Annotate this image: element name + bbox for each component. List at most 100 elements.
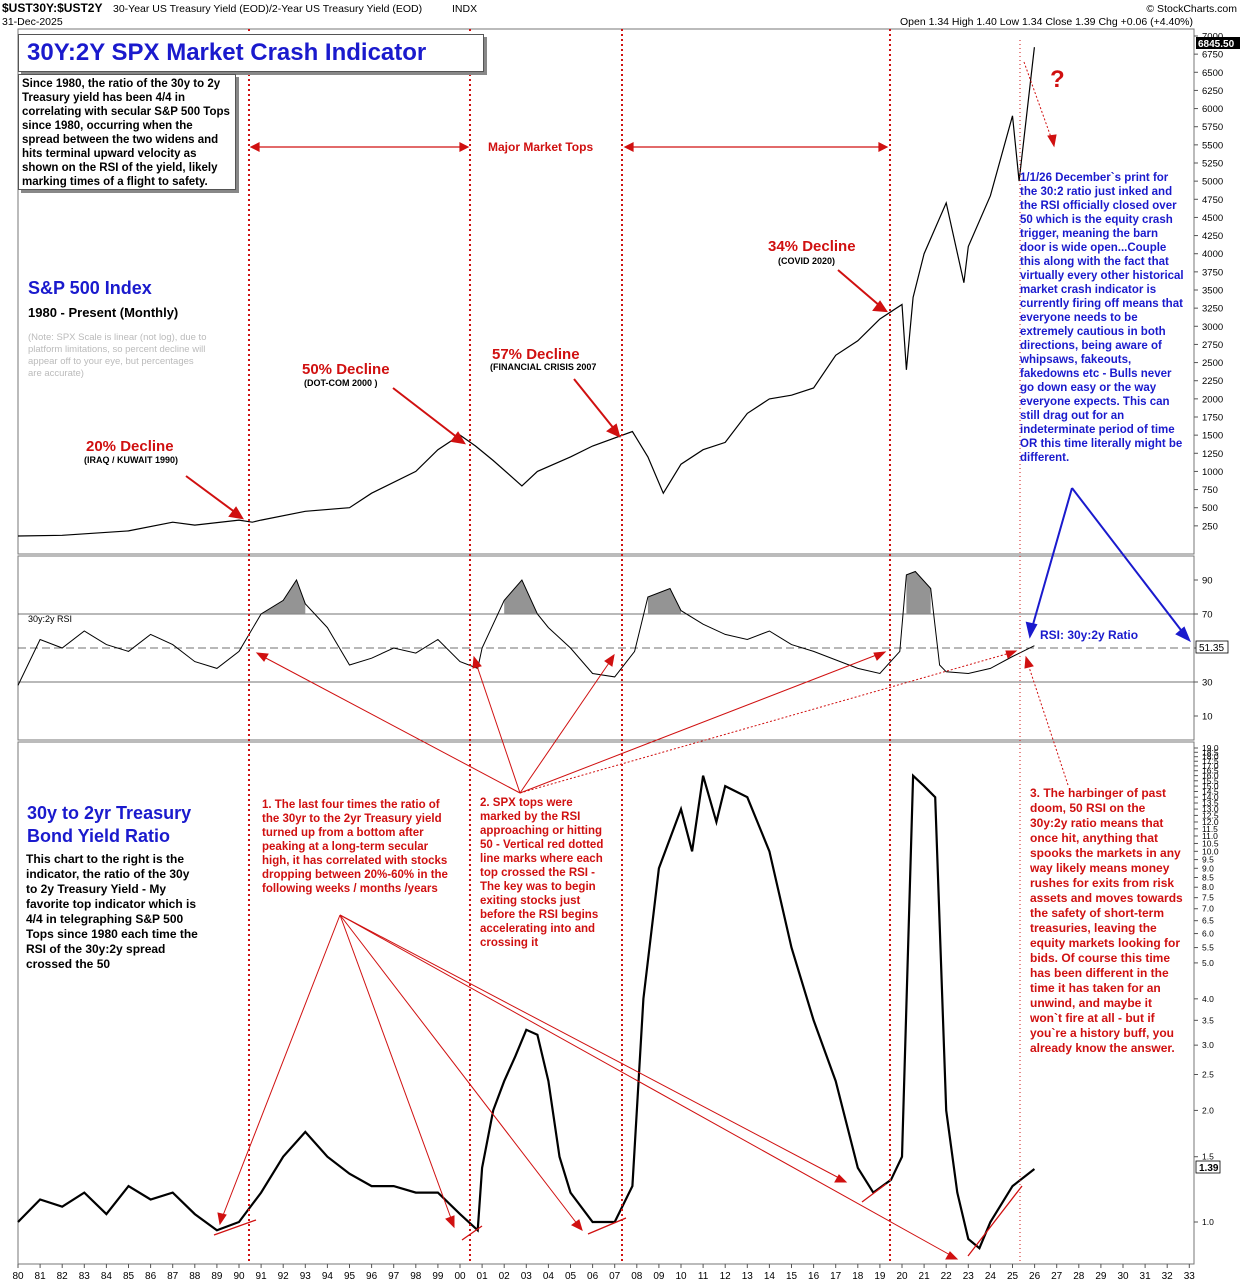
x-tick-label: 07 — [609, 1271, 621, 1282]
ratio-tick-label: 6.5 — [1202, 916, 1214, 926]
ratio-desc: This chart to the right is the indicator… — [26, 852, 198, 971]
ratio-tick-label: 15.0 — [1202, 781, 1219, 791]
decline-1990-sub: (IRAQ / KUWAIT 1990) — [84, 455, 179, 465]
decline-arrows — [185, 269, 888, 520]
spx-tick-label: 6750 — [1202, 50, 1223, 61]
spx-tick-label: 500 — [1202, 503, 1218, 514]
ratio-tick-label: 4.0 — [1202, 994, 1214, 1004]
decline-2000-sub: (DOT-COM 2000 ) — [304, 378, 378, 388]
x-tick-label: 27 — [1051, 1271, 1063, 1282]
ratio-tick-label: 11.0 — [1202, 831, 1218, 841]
header-exchange: INDX — [452, 3, 477, 15]
ratio-title-2: Bond Yield Ratio — [27, 826, 171, 846]
ratio-y-axis: 1.01.52.02.53.03.54.05.05.56.06.57.07.58… — [1194, 743, 1219, 1227]
rsi-callout-arrows — [1025, 487, 1191, 643]
x-tick-label: 11 — [698, 1271, 709, 1282]
header-ohlc: Open 1.34 High 1.40 Low 1.34 Close 1.39 … — [900, 16, 1193, 28]
spx-y-axis: 250 500 750 1000 1250 1500 1750 2000 2250 2500 275… — [1194, 32, 1223, 532]
spx-tick-label: 4500 — [1202, 213, 1223, 224]
x-tick-label: 14 — [764, 1271, 776, 1282]
x-tick-label: 31 — [1140, 1271, 1152, 1282]
x-tick-label: 96 — [366, 1271, 378, 1282]
x-tick-label: 99 — [432, 1271, 444, 1282]
decline-2000-label: 50% Decline — [302, 361, 390, 378]
x-tick-label: 09 — [653, 1271, 665, 1282]
x-tick-label: 97 — [388, 1271, 400, 1282]
ratio-tick-label: 13.0 — [1202, 804, 1219, 814]
rsi-tick-label: 90 — [1202, 576, 1213, 587]
rsi-tick-label: 10 — [1202, 712, 1213, 723]
spx-tick-label: 2250 — [1202, 376, 1223, 387]
x-tick-label: 33 — [1184, 1271, 1196, 1282]
decline-2007-sub: (FINANCIAL CRISIS 2007 — [490, 362, 597, 372]
rsi-overbought-area — [261, 580, 306, 614]
rsi-overbought-area — [504, 580, 538, 614]
x-tick-label: 98 — [410, 1271, 422, 1282]
x-tick-label: 84 — [101, 1271, 113, 1282]
ratio-tick-label: 2.0 — [1202, 1105, 1214, 1115]
x-tick-label: 29 — [1095, 1271, 1107, 1282]
x-tick-label: 18 — [852, 1271, 864, 1282]
ratio-tick-label: 2.5 — [1202, 1069, 1214, 1079]
x-tick-label: 02 — [499, 1271, 511, 1282]
note3: 3. The harbinger of past doom, 50 RSI on… — [1030, 786, 1183, 1055]
spx-series-line — [17, 47, 1035, 537]
header-symbol: $UST30Y:$UST2Y — [2, 1, 102, 15]
note1: 1. The last four times the ratio of the … — [262, 799, 448, 895]
x-tick-label: 24 — [985, 1271, 997, 1282]
question-arrow — [1023, 61, 1057, 148]
rsi-tick-label: 70 — [1202, 610, 1213, 621]
x-tick-label: 05 — [565, 1271, 577, 1282]
top-marker-lines — [248, 29, 891, 1264]
ratio-tick-label: 15.5 — [1202, 776, 1219, 786]
spx-period: 1980 - Present (Monthly) — [28, 305, 179, 320]
spx-tick-label: 4250 — [1202, 231, 1223, 242]
header-date: 31-Dec-2025 — [2, 16, 63, 28]
ratio-tick-label: 17.0 — [1202, 761, 1219, 771]
x-tick-label: 83 — [79, 1271, 91, 1282]
ratio-tick-label: 14.0 — [1202, 792, 1219, 802]
spx-tick-label: 5500 — [1202, 140, 1223, 151]
note3-arrow — [1024, 655, 1069, 786]
x-tick-label: 88 — [189, 1271, 201, 1282]
question-mark: ? — [1050, 66, 1065, 93]
spx-tick-label: 5250 — [1202, 159, 1223, 170]
x-tick-label: 28 — [1073, 1271, 1085, 1282]
spx-tick-label: 4000 — [1202, 249, 1223, 260]
ratio-tick-label: 7.5 — [1202, 893, 1214, 903]
rsi-series-line — [17, 570, 1035, 686]
decline-2020-sub: (COVID 2020) — [778, 256, 836, 266]
chart-title-box: 30Y:2Y SPX Market Crash Indicator — [18, 34, 484, 72]
spx-tick-label: 3000 — [1202, 322, 1223, 333]
bottom-trend-lines — [213, 1183, 1023, 1257]
x-tick-label: 19 — [874, 1271, 886, 1282]
ratio-tick-label: 12.5 — [1202, 810, 1219, 820]
decline-1990-label: 20% Decline — [86, 438, 174, 455]
note2-arrows — [255, 650, 1018, 794]
x-tick-label: 80 — [12, 1271, 24, 1282]
rsi-overbought-fills — [261, 571, 931, 614]
ratio-tick-label: 12.0 — [1202, 817, 1219, 827]
ratio-tick-label: 3.0 — [1202, 1040, 1214, 1050]
x-tick-label: 04 — [543, 1271, 555, 1282]
x-tick-label: 00 — [454, 1271, 466, 1282]
x-tick-label: 10 — [675, 1271, 687, 1282]
x-tick-label: 85 — [123, 1271, 135, 1282]
spx-panel-frame — [17, 28, 1195, 555]
chart-title: 30Y:2Y SPX Market Crash Indicator — [27, 39, 427, 66]
x-tick-label: 15 — [786, 1271, 798, 1282]
rsi-overbought-area — [906, 571, 931, 614]
spx-tick-label: 5000 — [1202, 177, 1223, 188]
spx-tick-label: 1250 — [1202, 449, 1223, 460]
ratio-tick-label: 3.5 — [1202, 1015, 1214, 1025]
x-tick-label: 20 — [896, 1271, 908, 1282]
x-tick-label: 89 — [211, 1271, 223, 1282]
spx-tick-label: 1750 — [1202, 413, 1223, 424]
x-tick-label: 17 — [830, 1271, 842, 1282]
spx-note: (Note: SPX Scale is linear (not log), du… — [28, 332, 207, 379]
rsi-last-value: 51.35 — [1199, 643, 1224, 654]
x-tick-label: 82 — [57, 1271, 69, 1282]
header-credit: © StockCharts.com — [1146, 3, 1237, 15]
ratio-tick-label: 10.5 — [1202, 838, 1219, 848]
